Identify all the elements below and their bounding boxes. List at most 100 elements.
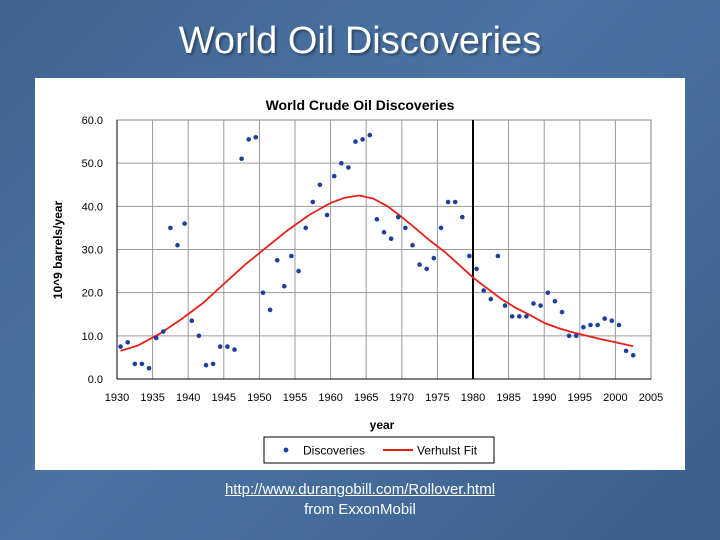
chart-frame: World Crude Oil Discoveries 10^9 barrels… [35,78,685,470]
discovery-point [125,340,130,345]
discovery-point [146,365,152,371]
discovery-point [395,214,401,220]
x-tick-label: 1930 [105,392,129,404]
discovery-point [467,253,472,259]
discovery-point [132,361,138,367]
discovery-point [282,283,287,289]
x-tick-label: 2000 [603,392,627,404]
x-tick-label: 1975 [425,392,449,404]
discovery-point [509,314,515,319]
x-tick-label: 1940 [176,392,200,404]
discovery-point [153,335,159,341]
x-tick-label: 1960 [318,392,342,404]
y-tick-label: 40.0 [82,201,103,213]
y-tick-label: 10.0 [82,331,103,343]
discovery-point [317,182,323,188]
discovery-point [595,322,600,328]
x-tick-label: 1990 [532,392,556,404]
source-link[interactable]: http://www.durangobill.com/Rollover.html [224,481,496,498]
discovery-point [367,132,373,138]
discovery-point [588,322,593,328]
y-axis-label: 10^9 barrels/year [51,200,65,299]
discovery-point [289,253,294,259]
discovery-point [452,199,458,205]
discovery-point [502,303,508,308]
y-tick-label: 30.0 [82,245,103,257]
discovery-point [210,361,216,367]
x-tick-label: 1955 [283,392,307,404]
x-tick-label: 1965 [354,392,378,404]
discovery-point [310,199,316,205]
discovery-point [410,242,415,248]
discovery-point [118,344,123,349]
discovery-point [182,221,187,226]
discovery-point [524,314,529,319]
discovery-point [517,314,522,319]
chart-svg: World Crude Oil Discoveries 10^9 barrels… [51,97,664,464]
discovery-point [161,329,166,334]
x-tick-label: 1935 [140,392,164,404]
discovery-point [559,309,565,315]
discovery-point [339,160,344,166]
discovery-point [225,344,230,349]
x-tick-label: 1995 [568,392,592,404]
discovery-point [260,290,266,295]
discovery-point [274,258,280,263]
discovery-point [189,318,195,323]
x-tick-label: 2005 [639,392,663,404]
y-tick-label: 20.0 [82,288,103,300]
legend-box [263,436,495,464]
discovery-point [438,225,444,231]
discovery-point [581,324,586,330]
discovery-point [388,236,394,241]
discovery-point [566,333,572,339]
source-note: from ExxonMobil [304,501,416,518]
discovery-point [381,229,387,235]
x-tick-label: 1970 [390,392,414,404]
x-axis-label: year [370,418,395,432]
y-tick-label: 60.0 [82,115,103,127]
legend-discoveries-marker [283,447,289,453]
discovery-point [239,156,244,162]
discovery-point [538,303,543,308]
discovery-point [474,266,479,272]
discovery-point [531,301,536,306]
discovery-point [203,362,209,368]
discovery-point [232,347,237,352]
y-tick-label: 50.0 [82,158,103,170]
discovery-point [168,225,173,231]
discovery-point [488,296,494,302]
discovery-point [267,307,273,313]
discovery-point [609,318,615,323]
discovery-point [545,290,551,295]
discovery-point [331,173,337,179]
legend: Discoveries Verhulst Fit [263,436,495,464]
discovery-point [217,344,223,349]
discovery-point [431,255,437,261]
discovery-point [374,217,380,222]
x-tick-label: 1945 [212,392,236,404]
discovery-point [346,165,351,170]
discovery-point [417,262,422,267]
legend-discoveries-label: Discoveries [303,444,365,458]
plot-area: 1930 1935 1940 1945 1950 1955 1960 1965 1970 1975… [82,115,664,404]
discovery-point [360,137,365,142]
discovery-point [445,199,451,205]
discovery-point [630,353,636,358]
discovery-point [139,361,145,367]
x-tick-label: 1950 [247,392,271,404]
discovery-point [424,266,430,272]
discovery-point [573,333,579,339]
discovery-point [303,225,309,231]
discovery-point [253,135,259,140]
discovery-point [296,268,301,274]
discovery-point [481,288,487,293]
legend-fit-label: Verhulst Fit [417,444,478,458]
discovery-point [616,322,622,328]
discovery-point [602,316,607,321]
discovery-point [623,348,629,354]
verhulst-fit-line [120,194,634,352]
discovery-point [175,242,180,248]
chart-title: World Crude Oil Discoveries [266,97,455,113]
x-tick-label: 1980 [461,392,485,404]
